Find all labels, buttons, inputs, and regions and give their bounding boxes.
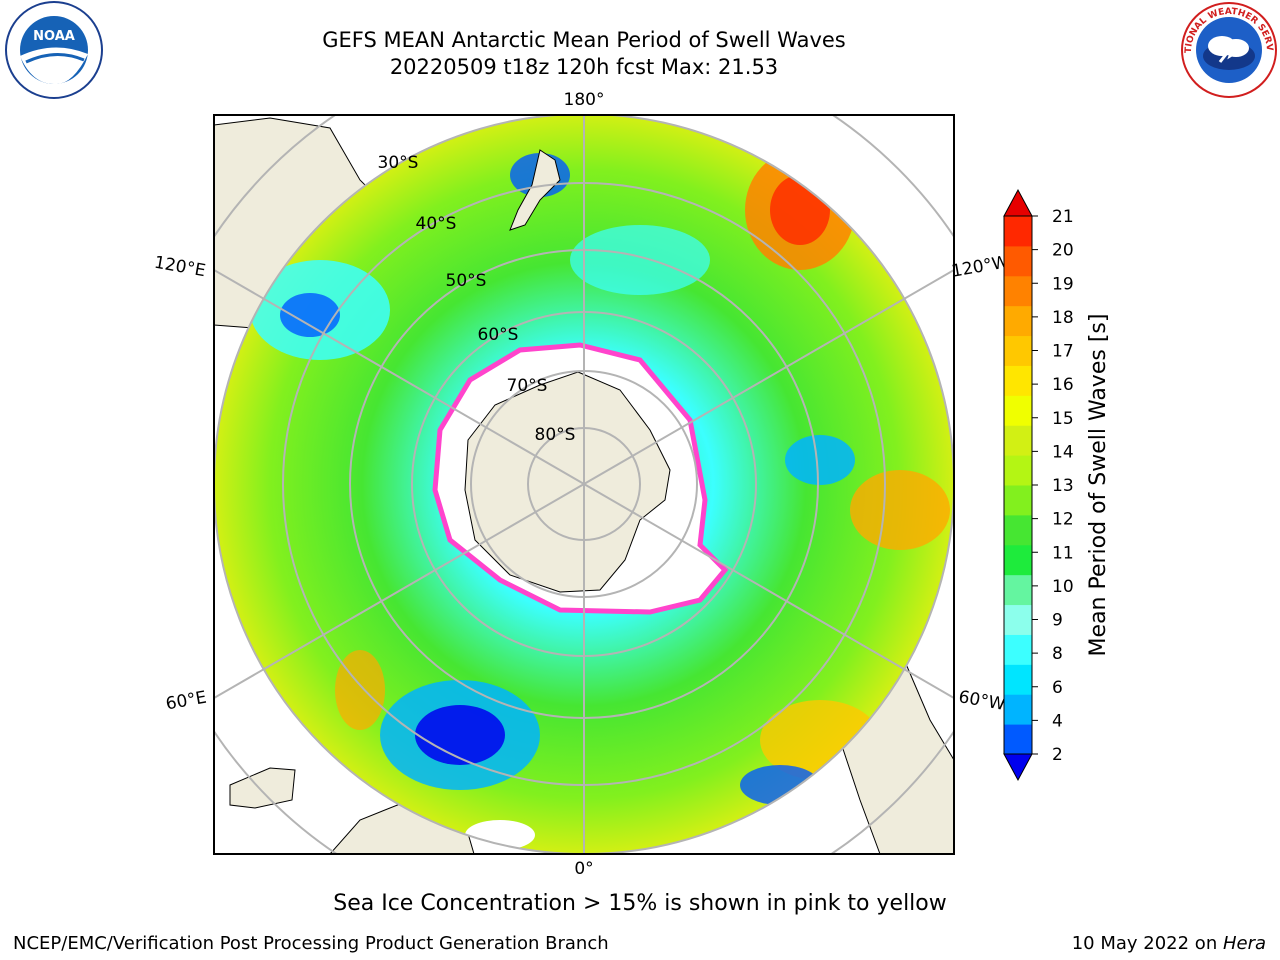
colorbar-band <box>1004 365 1032 396</box>
antarctica-land <box>464 371 671 593</box>
colorbar-tick-label: 2 <box>1052 745 1063 765</box>
colorbar-tick-label: 9 <box>1052 611 1063 631</box>
colorbar-band <box>1004 634 1032 665</box>
colorbar-label: Mean Period of Swell Waves [s] <box>1086 314 1111 657</box>
colorbar-tick-label: 12 <box>1052 510 1074 530</box>
colorbar-tick-label: 13 <box>1052 476 1074 496</box>
lat-label-30s: 30°S <box>378 153 419 173</box>
nws-logo-icon: NATIONAL WEATHER SERVICE <box>1178 0 1277 98</box>
colorbar-band <box>1004 664 1032 695</box>
noaa-logo-text: NOAA <box>33 29 75 44</box>
colorbar-band <box>1004 544 1032 576</box>
colorbar-tick-label: 15 <box>1052 409 1074 429</box>
colorbar-band <box>1004 455 1032 486</box>
colorbar-bands <box>1003 188 1033 782</box>
noaa-logo-icon: NOAA <box>5 1 103 99</box>
sea-ice-note: Sea Ice Concentration > 15% is shown in … <box>333 891 947 916</box>
colorbar-band <box>1004 275 1032 307</box>
colorbar-extend-low <box>1003 753 1033 782</box>
lat-label-60s: 60°S <box>478 325 519 345</box>
colorbar-band <box>1004 395 1032 426</box>
colorbar-tick-label: 17 <box>1052 342 1074 362</box>
colorbar-band <box>1004 574 1032 606</box>
colorbar-band <box>1004 335 1032 366</box>
madagascar-land <box>229 767 296 809</box>
map-frame <box>213 114 955 855</box>
colorbar-band <box>1004 485 1032 516</box>
date-host: Hera <box>1222 933 1266 954</box>
colorbar-tick-label: 16 <box>1052 375 1074 395</box>
colorbar-band <box>1004 694 1032 725</box>
colorbar-tick-label: 6 <box>1052 678 1063 698</box>
colorbar-band <box>1004 724 1032 755</box>
colorbar-tick-label: 10 <box>1052 577 1074 597</box>
colorbar-tick-label: 20 <box>1052 241 1074 261</box>
colorbar-tick-label: 8 <box>1052 644 1063 664</box>
colorbar-band <box>1004 305 1032 337</box>
colorbar-tick-label: 19 <box>1052 274 1074 294</box>
lat-label-40s: 40°S <box>416 214 457 234</box>
colorbar-band <box>1004 425 1032 456</box>
colorbar-tick-label: 4 <box>1052 711 1063 731</box>
credit-text: NCEP/EMC/Verification Post Processing Pr… <box>13 933 609 954</box>
lat-label-80s: 80°S <box>535 425 576 445</box>
lon-label-180: 180° <box>564 90 605 110</box>
lon-label-0: 0° <box>574 859 593 879</box>
colorbar-tick-label: 14 <box>1052 442 1074 462</box>
date-text: 10 May 2022 on Hera <box>1072 933 1266 954</box>
colorbar-band <box>1004 514 1032 546</box>
colorbar-band <box>1004 604 1032 635</box>
new-zealand-land <box>509 149 561 231</box>
colorbar-ticks: 2 4 6 8 9 10 11 12 13 14 15 16 17 18 19 20 21 <box>1032 207 1074 765</box>
chart-title: GEFS MEAN Antarctic Mean Period of Swell… <box>322 28 846 52</box>
colorbar-tick-label: 21 <box>1052 207 1074 227</box>
colorbar-band <box>1004 216 1032 247</box>
chart-subtitle: 20220509 t18z 120h fcst Max: 21.53 <box>389 55 779 79</box>
colorbar-extend-high <box>1003 188 1033 217</box>
lat-label-70s: 70°S <box>507 376 548 396</box>
colorbar-tick-label: 11 <box>1052 543 1074 563</box>
date-prefix: 10 May 2022 on <box>1071 933 1223 954</box>
lat-label-50s: 50°S <box>446 271 487 291</box>
colorbar-tick-label: 18 <box>1052 308 1074 328</box>
graticule <box>214 115 954 854</box>
colorbar-band <box>1004 245 1032 277</box>
